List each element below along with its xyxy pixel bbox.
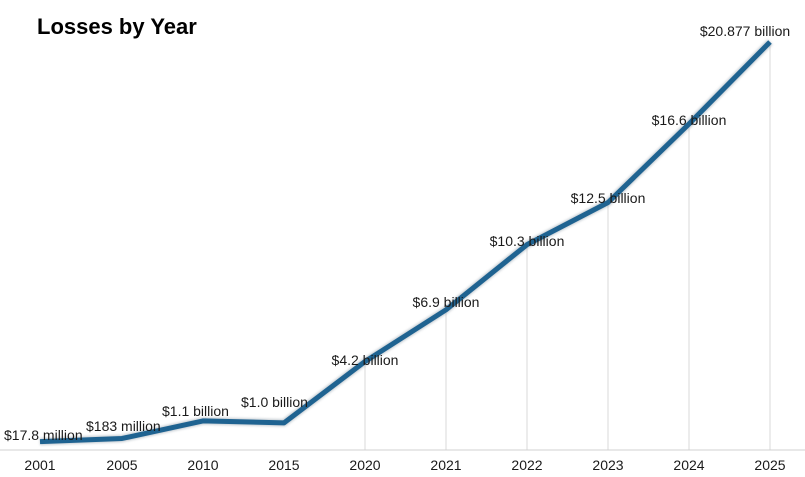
x-tick-2010: 2010 <box>187 457 218 473</box>
data-label-2005: $183 million <box>86 418 161 434</box>
data-label-2020: $4.2 billion <box>332 352 399 368</box>
data-label-2025: $20.877 billion <box>700 23 790 39</box>
x-tick-2021: 2021 <box>430 457 461 473</box>
x-tick-2020: 2020 <box>349 457 380 473</box>
data-label-2015: $1.0 billion <box>241 394 308 410</box>
series-line-shadow <box>39 39 773 446</box>
x-tick-2001: 2001 <box>24 457 55 473</box>
data-label-2021: $6.9 billion <box>413 294 480 310</box>
data-label-2010: $1.1 billion <box>162 403 229 419</box>
x-tick-2025: 2025 <box>754 457 785 473</box>
x-tick-2015: 2015 <box>268 457 299 473</box>
x-tick-2023: 2023 <box>592 457 623 473</box>
data-label-2024: $16.6 billion <box>652 112 727 128</box>
series-line <box>39 40 772 445</box>
chart-title: Losses by Year <box>37 14 197 39</box>
x-tick-2024: 2024 <box>673 457 704 473</box>
x-tick-2005: 2005 <box>106 457 137 473</box>
data-label-2001: $17.8 million <box>4 427 83 443</box>
data-label-2023: $12.5 billion <box>571 190 646 206</box>
data-label-2022: $10.3 billion <box>490 233 565 249</box>
x-tick-2022: 2022 <box>511 457 542 473</box>
